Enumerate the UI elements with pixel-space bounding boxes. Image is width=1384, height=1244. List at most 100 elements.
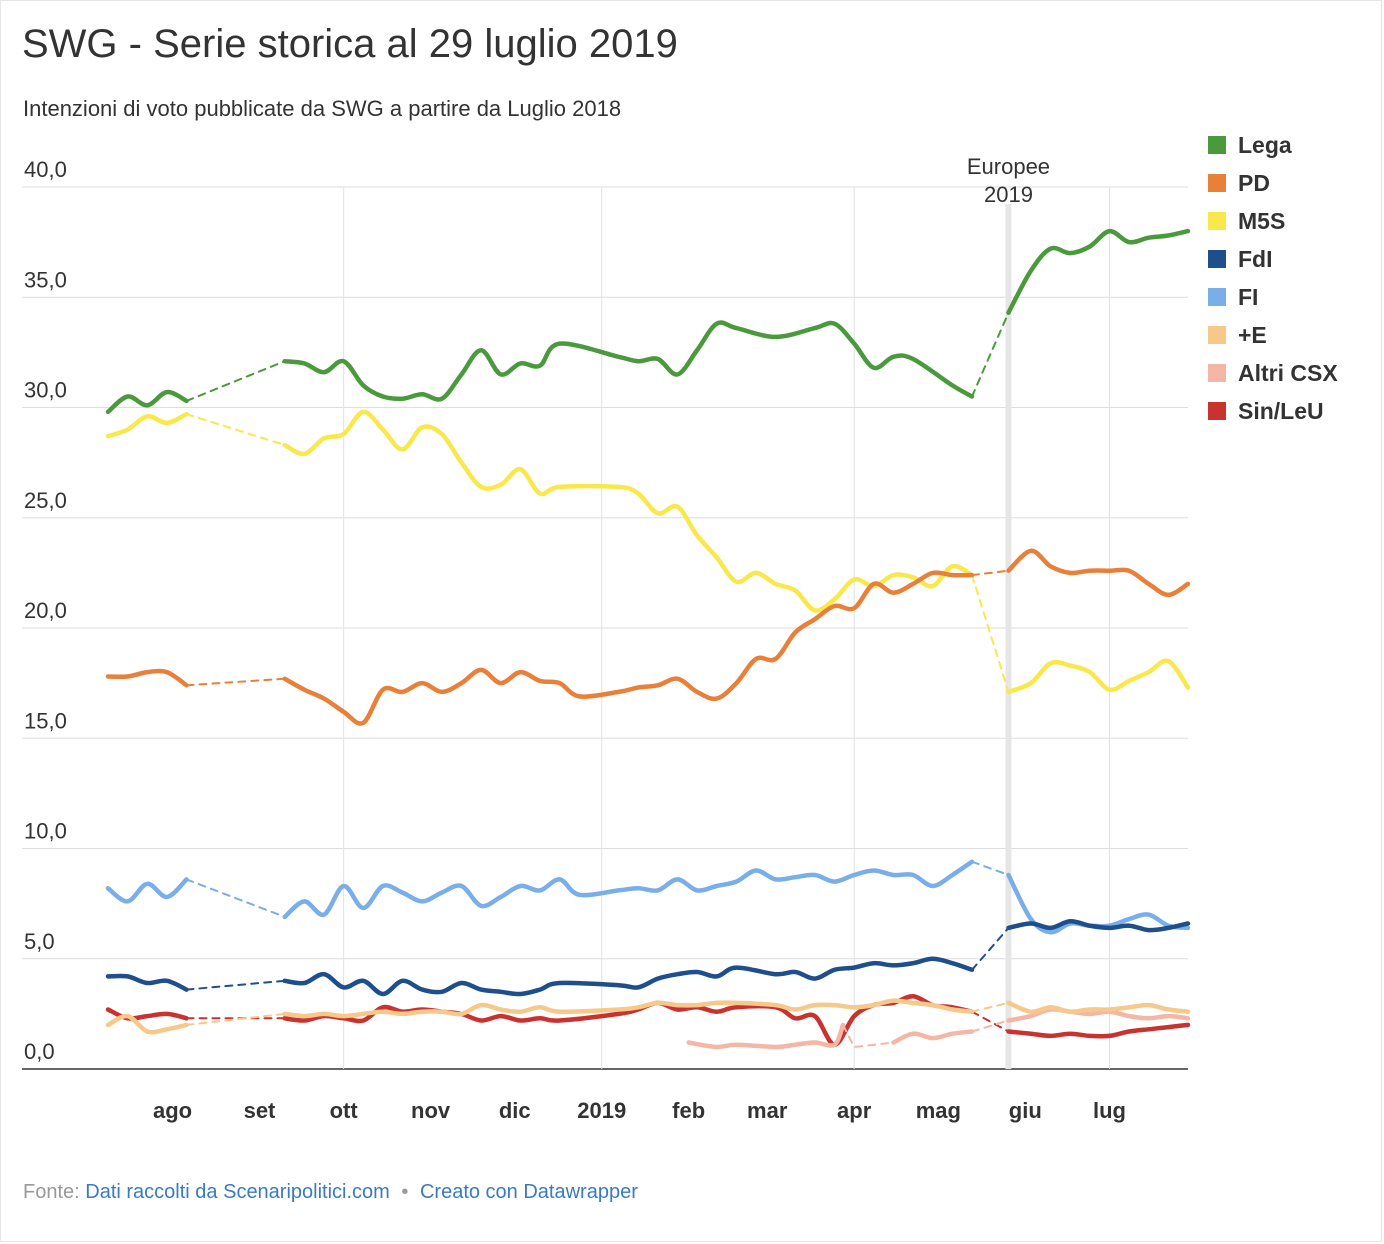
y-tick-label: 30,0	[24, 378, 67, 403]
series-line-fi	[105, 877, 189, 904]
annotation-label: Europee	[967, 154, 1050, 179]
chart-footer: Fonte: Dati raccolti da Scenaripolitici.…	[23, 1181, 638, 1204]
series-line-e	[105, 1013, 189, 1035]
series-line-dashed-altri-csx	[971, 1019, 1010, 1033]
x-tick-label: dic	[499, 1098, 531, 1123]
legend-item-fi: FI	[1208, 278, 1338, 316]
y-tick-label: 0,0	[24, 1039, 55, 1064]
chart-subtitle: Intenzioni di voto pubblicate da SWG a p…	[23, 96, 622, 121]
series-line-lega	[105, 389, 189, 415]
series-line-fdi	[1006, 919, 1191, 933]
series-line-fdi	[105, 973, 189, 992]
y-tick-label: 25,0	[24, 488, 67, 513]
series-line-dashed-lega	[185, 360, 286, 402]
x-tick-label: feb	[672, 1098, 705, 1123]
legend-label: FdI	[1238, 245, 1273, 272]
series-line-e	[282, 998, 975, 1019]
annotation-band	[1005, 204, 1012, 1069]
legend-item-sin-leu: Sin/LeU	[1208, 392, 1338, 430]
series-line-altri-csx	[686, 1022, 846, 1050]
source-link[interactable]: Dati raccolti da Scenaripolitici.com	[85, 1181, 390, 1203]
legend-swatch	[1208, 288, 1226, 306]
series-fdi	[105, 919, 1191, 997]
datawrapper-link[interactable]: Creato con Datawrapper	[419, 1181, 638, 1203]
legend-item-lega: Lega	[1208, 126, 1338, 164]
y-tick-label: 15,0	[24, 708, 67, 733]
legend-label: Lega	[1238, 131, 1292, 158]
series-line-dashed-fi	[185, 878, 286, 918]
series-line-dashed-e	[185, 1012, 286, 1026]
legend-label: +E	[1238, 321, 1267, 348]
series-line-altri-csx	[1006, 1007, 1191, 1023]
y-tick-label: 35,0	[24, 267, 67, 292]
legend-label: Altri CSX	[1238, 359, 1338, 386]
legend-item-pd: PD	[1208, 164, 1338, 202]
legend-label: PD	[1238, 169, 1270, 196]
annotation-label: 2019	[984, 182, 1033, 207]
series-line-dashed-pd	[971, 569, 1010, 577]
x-tick-label: giu	[1009, 1098, 1042, 1123]
series-line-pd	[105, 668, 189, 688]
series-line-dashed-e	[971, 1001, 1010, 1013]
x-tick-label: 2019	[577, 1098, 626, 1123]
x-tick-label: lug	[1093, 1098, 1126, 1123]
x-tick-label: apr	[837, 1098, 872, 1123]
series-line-fdi	[282, 956, 975, 997]
legend-item-fdi: FdI	[1208, 240, 1338, 278]
x-tick-label: mag	[916, 1098, 961, 1123]
series-line-sin-leu	[1006, 1022, 1191, 1039]
legend-item-m5s: M5S	[1208, 202, 1338, 240]
series-line-pd	[1006, 548, 1191, 598]
series-line-m5s	[282, 409, 975, 613]
source-prefix: Fonte:	[23, 1181, 80, 1203]
legend-swatch	[1208, 174, 1226, 192]
y-tick-label: 40,0	[24, 157, 67, 182]
x-tick-label: mar	[747, 1098, 788, 1123]
series-line-pd	[282, 570, 975, 726]
legend-swatch	[1208, 212, 1226, 230]
legend-swatch	[1208, 250, 1226, 268]
series-pd	[105, 548, 1191, 726]
series-line-dashed-sin-leu	[971, 1010, 1010, 1033]
series-line-fi	[282, 859, 975, 920]
series-line-dashed-lega	[971, 311, 1010, 398]
series-line-sin-leu	[282, 993, 975, 1047]
legend-item-e: +E	[1208, 316, 1338, 354]
series-line-lega	[1006, 228, 1191, 315]
legend-label: M5S	[1238, 207, 1286, 234]
series-line-dashed-fi	[971, 860, 1010, 876]
series-line-m5s	[105, 411, 189, 439]
legend-item-altri-csx: Altri CSX	[1208, 354, 1338, 392]
series-line-dashed-m5s	[185, 413, 286, 446]
y-tick-label: 5,0	[24, 929, 55, 954]
legend-swatch	[1208, 402, 1226, 420]
y-tick-label: 10,0	[24, 819, 67, 844]
series-line-lega	[282, 320, 975, 402]
series-m5s	[105, 409, 1191, 695]
series-line-dashed-m5s	[971, 574, 1010, 693]
series-lega	[105, 228, 1191, 415]
chart-legend: Lega PD M5S FdI FI +E Altri CSX Sin/LeU	[1208, 126, 1338, 430]
series-line-dashed-fdi	[971, 926, 1010, 971]
series-e	[105, 998, 1191, 1035]
series-line-e	[1006, 1000, 1191, 1014]
series-line-dashed-fdi	[185, 979, 286, 991]
y-tick-label: 20,0	[24, 598, 67, 623]
series-altri-csx	[686, 1007, 1191, 1050]
series-line-dashed-pd	[185, 677, 286, 687]
chart-title: SWG - Serie storica al 29 luglio 2019	[22, 22, 678, 66]
legend-label: Sin/LeU	[1238, 397, 1324, 424]
legend-swatch	[1208, 136, 1226, 154]
legend-label: FI	[1238, 283, 1259, 310]
x-tick-label: ott	[330, 1098, 359, 1123]
footer-separator: •	[401, 1181, 409, 1203]
x-tick-label: nov	[411, 1098, 451, 1123]
series-line-dashed-altri-csx	[842, 1023, 895, 1048]
x-tick-label: set	[244, 1098, 276, 1123]
x-tick-label: ago	[153, 1098, 192, 1123]
legend-swatch	[1208, 364, 1226, 382]
legend-swatch	[1208, 326, 1226, 344]
series-line-altri-csx	[891, 1029, 975, 1045]
